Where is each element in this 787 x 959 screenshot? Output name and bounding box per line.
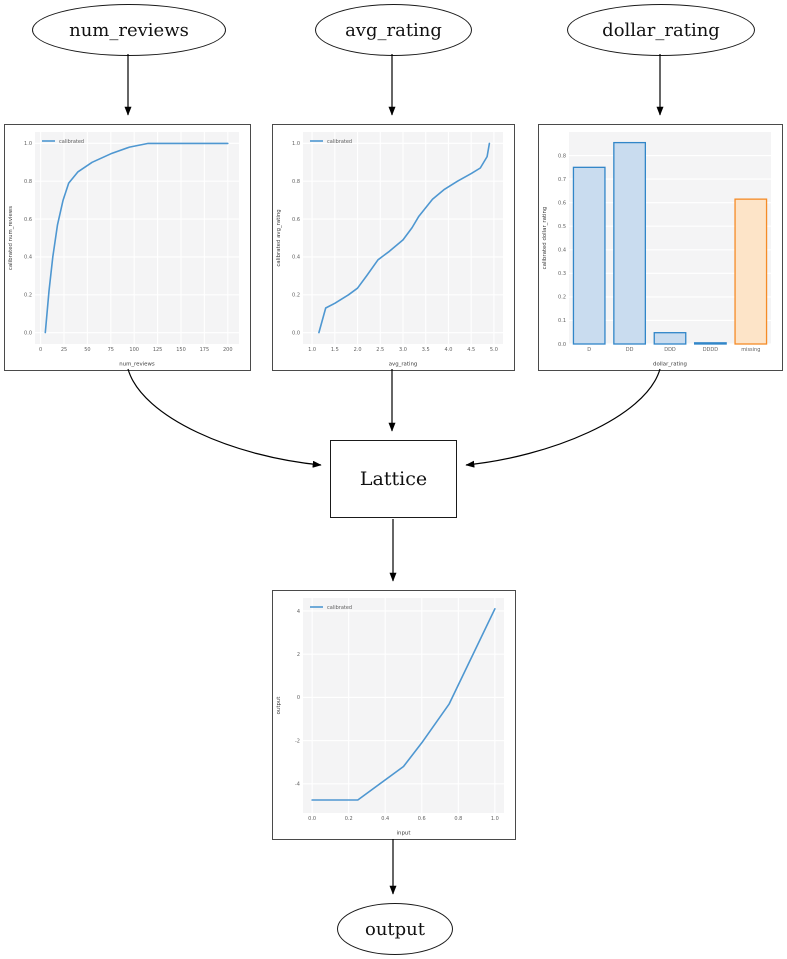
- svg-text:2.0: 2.0: [354, 347, 362, 353]
- node-avg-rating: avg_rating: [315, 4, 472, 56]
- svg-text:0.4: 0.4: [24, 255, 32, 261]
- svg-text:200: 200: [223, 347, 233, 353]
- svg-text:5.0: 5.0: [490, 347, 498, 353]
- chart-num-reviews-calibration: 0 25 50 75 100 125 150 175 200 0.0 0.2 0.4 0.6 0.8 1.0…: [8, 132, 239, 368]
- svg-text:DD: DD: [626, 347, 634, 353]
- node-lattice-label: Lattice: [359, 468, 428, 490]
- node-output-label: output: [364, 918, 425, 940]
- svg-text:DDD: DDD: [664, 347, 676, 353]
- svg-text:calibrated: calibrated: [327, 139, 352, 145]
- svg-text:0.6: 0.6: [558, 200, 566, 206]
- svg-text:missing: missing: [741, 347, 760, 353]
- svg-text:calibrated: calibrated: [327, 605, 352, 611]
- svg-text:0.4: 0.4: [381, 816, 389, 822]
- svg-text:0.1: 0.1: [558, 318, 566, 324]
- svg-text:0: 0: [39, 347, 42, 353]
- svg-text:1.0: 1.0: [491, 816, 499, 822]
- svg-text:0.6: 0.6: [24, 217, 32, 223]
- svg-text:output: output: [276, 697, 282, 715]
- calibrator-plot-avg-rating: 1.0 1.5 2.0 2.5 3.0 3.5 4.0 4.5 5.0 0.0 0.2 0.4 0.6 0…: [272, 124, 515, 371]
- svg-text:25: 25: [61, 347, 67, 353]
- svg-text:50: 50: [84, 347, 90, 353]
- svg-text:100: 100: [129, 347, 139, 353]
- svg-text:2: 2: [297, 652, 300, 658]
- svg-text:0.0: 0.0: [24, 330, 32, 336]
- svg-text:4.5: 4.5: [467, 347, 475, 353]
- calibrator-plot-num-reviews: 0 25 50 75 100 125 150 175 200 0.0 0.2 0.4 0.6 0.8 1.0…: [4, 124, 251, 371]
- svg-text:4.0: 4.0: [444, 347, 452, 353]
- svg-text:calibrated num_reviews: calibrated num_reviews: [8, 206, 14, 270]
- svg-text:calibrated avg_rating: calibrated avg_rating: [276, 209, 282, 266]
- svg-text:DDDD: DDDD: [703, 347, 719, 353]
- svg-text:num_reviews: num_reviews: [119, 362, 155, 368]
- edge-calibrator3-to-lattice: [465, 368, 661, 468]
- output-calibrator-plot: 0.0 0.2 0.4 0.6 0.8 1.0 -4 -2 0 2 4 input output cali…: [272, 590, 516, 840]
- chart-avg-rating-calibration: 1.0 1.5 2.0 2.5 3.0 3.5 4.0 4.5 5.0 0.0 0.2 0.4 0.6 0…: [276, 132, 503, 368]
- svg-text:2.5: 2.5: [376, 347, 384, 353]
- node-lattice: Lattice: [330, 440, 457, 518]
- svg-text:-4: -4: [295, 782, 300, 788]
- calibrator-plot-dollar-rating: D DD DDD DDDD missing 0.0 0.1 0.2 0.3 0.4 0.5 0.6 0.…: [538, 124, 783, 371]
- svg-text:4: 4: [297, 609, 300, 615]
- svg-text:0.7: 0.7: [558, 177, 566, 183]
- svg-text:1.0: 1.0: [308, 347, 316, 353]
- svg-text:0.0: 0.0: [308, 816, 316, 822]
- svg-text:175: 175: [200, 347, 210, 353]
- chart-dollar-rating-calibration: D DD DDD DDDD missing0.00.10.20.30.40.50.60.…: [542, 132, 771, 368]
- svg-text:1.0: 1.0: [24, 141, 32, 147]
- svg-text:0.4: 0.4: [558, 248, 566, 254]
- svg-text:0.6: 0.6: [418, 816, 426, 822]
- svg-text:1.0: 1.0: [292, 141, 300, 147]
- svg-text:0.8: 0.8: [24, 179, 32, 185]
- svg-text:D: D: [587, 347, 591, 353]
- svg-text:0.8: 0.8: [454, 816, 462, 822]
- svg-text:125: 125: [153, 347, 163, 353]
- svg-text:0.2: 0.2: [24, 293, 32, 299]
- svg-text:3.0: 3.0: [399, 347, 407, 353]
- node-num-reviews: num_reviews: [32, 4, 226, 56]
- node-dollar-rating: dollar_rating: [567, 4, 755, 56]
- svg-text:75: 75: [108, 347, 114, 353]
- edge-calibrator1-to-lattice: [127, 368, 322, 468]
- chart-output-calibration: 0.0 0.2 0.4 0.6 0.8 1.0 -4 -2 0 2 4 input output cali…: [276, 598, 504, 837]
- node-num-reviews-label: num_reviews: [69, 19, 189, 41]
- svg-text:calibrated dollar_rating: calibrated dollar_rating: [542, 207, 548, 270]
- svg-text:avg_rating: avg_rating: [389, 362, 418, 368]
- svg-text:0.2: 0.2: [558, 295, 566, 301]
- svg-text:150: 150: [176, 347, 186, 353]
- svg-text:calibrated: calibrated: [59, 139, 84, 145]
- svg-text:0.2: 0.2: [292, 293, 300, 299]
- svg-text:0.0: 0.0: [558, 342, 566, 348]
- svg-text:input: input: [397, 831, 411, 837]
- svg-text:0.8: 0.8: [292, 179, 300, 185]
- svg-text:0.0: 0.0: [292, 330, 300, 336]
- svg-text:dollar_rating: dollar_rating: [653, 362, 687, 368]
- svg-text:0.3: 0.3: [558, 271, 566, 277]
- svg-text:0.5: 0.5: [558, 224, 566, 230]
- svg-text:0.6: 0.6: [292, 217, 300, 223]
- svg-text:3.5: 3.5: [422, 347, 430, 353]
- svg-text:0.4: 0.4: [292, 255, 300, 261]
- svg-text:0.8: 0.8: [558, 153, 566, 159]
- svg-text:0.2: 0.2: [345, 816, 353, 822]
- svg-text:1.5: 1.5: [331, 347, 339, 353]
- svg-text:0: 0: [297, 695, 300, 701]
- svg-text:-2: -2: [295, 738, 300, 744]
- node-output: output: [337, 903, 453, 955]
- node-avg-rating-label: avg_rating: [345, 19, 442, 41]
- node-dollar-rating-label: dollar_rating: [602, 19, 720, 41]
